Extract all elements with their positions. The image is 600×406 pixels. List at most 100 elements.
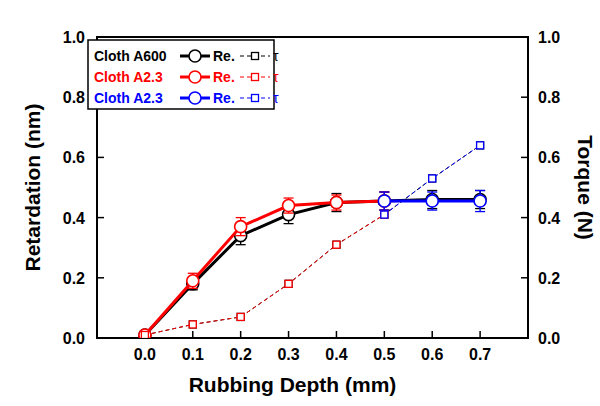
marker (235, 221, 247, 233)
error-cap (331, 193, 341, 194)
legend-group-label: Cloth A600 (94, 48, 167, 64)
legend-group-label: Cloth A2.3 (94, 69, 163, 85)
y2-tick-label: 0.0 (538, 330, 560, 347)
y2-axis-label: Torque (N) (574, 135, 597, 240)
error-bar (427, 192, 437, 210)
y2-tick-label: 0.4 (538, 210, 560, 227)
y-tick-label: 0.4 (63, 210, 85, 227)
y2-tick (521, 96, 528, 98)
error-cap (379, 191, 389, 192)
error-cap (188, 273, 198, 274)
error-cap (284, 197, 294, 198)
marker (381, 211, 388, 218)
marker (139, 329, 151, 338)
legend-label: τ (273, 69, 279, 85)
marker (330, 197, 342, 209)
marker (141, 331, 148, 338)
chart: 0.0 0.1 0.2 0.3 0.4 0.5 0.6 0.7 0.0 0.2 0.4 0.6 0.8 1… (0, 0, 600, 406)
marker (189, 50, 201, 62)
y-tick-label: 0.2 (63, 270, 85, 287)
x-tick (479, 331, 481, 338)
error-bar (379, 192, 389, 210)
series-line (145, 215, 384, 335)
marker (426, 195, 438, 207)
error-cap (427, 209, 437, 210)
marker (139, 329, 151, 338)
error-bar (284, 198, 294, 213)
marker (474, 195, 486, 207)
x-axis-label: Rubbing Depth (mm) (189, 373, 397, 396)
marker (378, 195, 390, 207)
plot-area (139, 142, 486, 338)
error-cap (331, 209, 341, 210)
error-bar (379, 192, 389, 210)
error-cap (427, 190, 437, 191)
error-bar (379, 192, 389, 210)
marker (189, 321, 196, 328)
y2-tick-label: 1.0 (538, 29, 560, 46)
error-cap (284, 212, 294, 213)
error-cap (379, 191, 389, 192)
x-tick-label: 0.2 (230, 346, 252, 363)
x-tick-label: 0.4 (325, 346, 347, 363)
y-tick-label: 0.0 (63, 330, 85, 347)
marker (378, 195, 390, 207)
error-bar (475, 191, 485, 212)
x-tick-label: 0.6 (421, 346, 443, 363)
error-cap (331, 194, 341, 195)
legend-label: τ (273, 48, 279, 64)
x-tick-label: 0.0 (134, 346, 156, 363)
series-line (145, 200, 480, 335)
error-bar (236, 218, 246, 236)
x-tick-label: 0.5 (373, 346, 395, 363)
error-bar (331, 195, 341, 210)
marker (283, 200, 295, 212)
marker (378, 195, 390, 207)
marker (381, 211, 388, 218)
y-tick (97, 157, 104, 159)
y-tick-label: 0.8 (63, 89, 85, 106)
y-tick (97, 337, 104, 339)
error-cap (236, 235, 246, 236)
marker (381, 211, 388, 218)
y2-tick (521, 337, 528, 339)
error-bar (331, 194, 341, 212)
y-tick-label: 0.6 (63, 149, 85, 166)
marker (252, 95, 259, 102)
error-cap (475, 190, 485, 191)
error-cap (331, 211, 341, 212)
y-tick (97, 217, 104, 219)
legend-group-label: Cloth A2.3 (94, 90, 163, 106)
marker (285, 280, 292, 287)
x-tick (240, 331, 242, 338)
y2-tick-label: 0.6 (538, 149, 560, 166)
marker (189, 71, 201, 83)
error-cap (475, 190, 485, 191)
legend-label: Re. (213, 48, 235, 64)
error-cap (427, 191, 437, 192)
series-line (384, 145, 480, 214)
marker (252, 74, 259, 81)
y2-tick (521, 217, 528, 219)
y-tick (97, 36, 104, 38)
x-tick-label: 0.3 (277, 346, 299, 363)
series-line (145, 201, 384, 335)
marker (477, 142, 484, 149)
error-cap (188, 288, 198, 289)
marker (477, 142, 484, 149)
error-cap (236, 217, 246, 218)
marker (333, 241, 340, 248)
marker (189, 92, 201, 104)
error-cap (379, 191, 389, 192)
x-tick-label: 0.1 (182, 346, 204, 363)
error-cap (236, 244, 246, 245)
marker (141, 331, 148, 338)
x-tick-label: 0.7 (469, 346, 491, 363)
y-tick-label: 1.0 (63, 29, 85, 46)
y-axis-label: Retardation (nm) (21, 104, 44, 272)
x-tick (288, 331, 290, 338)
legend: Cloth A600Re.τCloth A2.3Re.τCloth A2.3Re… (88, 40, 279, 109)
x-tick (336, 331, 338, 338)
x-tick (384, 331, 386, 338)
error-cap (475, 211, 485, 212)
